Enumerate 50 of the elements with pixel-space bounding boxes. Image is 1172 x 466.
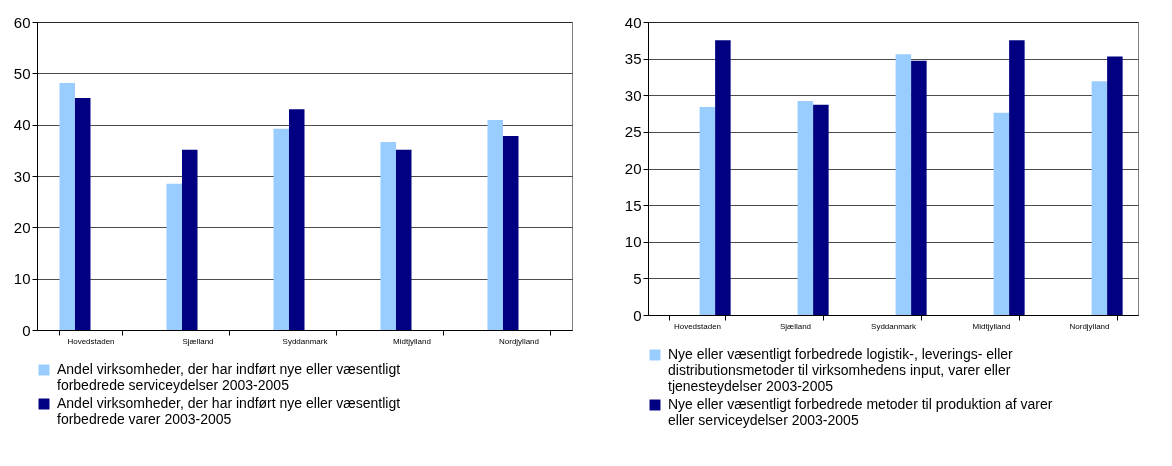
bar bbox=[895, 54, 912, 315]
bar bbox=[502, 135, 519, 330]
bar bbox=[715, 40, 731, 315]
bar bbox=[59, 83, 75, 330]
y-tick-label: 60 bbox=[13, 13, 31, 31]
x-tick-label: Nordjylland bbox=[1069, 321, 1110, 331]
y-tick-label: 0 bbox=[633, 306, 642, 324]
y-tick-label: 0 bbox=[22, 321, 31, 339]
x-tick-label: Midtjylland bbox=[393, 336, 431, 346]
bar bbox=[380, 142, 396, 330]
x-tick-label: Hovedstaden bbox=[673, 321, 722, 331]
bar bbox=[813, 104, 829, 315]
y-tick-label: 20 bbox=[624, 160, 642, 177]
legend-label: Andel virksomheder, der har indført nye eller væsentligt forbedrede serviceydelser 2003-2005 bbox=[57, 361, 401, 393]
y-tick-label: 40 bbox=[624, 13, 642, 31]
bar bbox=[911, 60, 927, 315]
y-tick-label: 30 bbox=[624, 86, 642, 104]
legend-label: Nye eller væsentligt forbedrede metoder til produktion af varer eller serviceydelser 2003-2005 bbox=[668, 396, 1053, 428]
y-tick-label: 30 bbox=[13, 167, 31, 185]
x-tick-label: Syddanmark bbox=[282, 336, 329, 346]
y-tick-label: 10 bbox=[13, 270, 31, 288]
y-tick-label: 10 bbox=[624, 233, 642, 251]
x-tick-label: Hovedstaden bbox=[67, 336, 115, 346]
y-tick-label: 50 bbox=[13, 64, 31, 82]
y-tick-label: 35 bbox=[624, 50, 642, 68]
bar bbox=[181, 149, 198, 330]
x-tick-label: Sjælland bbox=[182, 336, 214, 346]
bar bbox=[993, 112, 1010, 315]
x-tick-label: Sjælland bbox=[779, 321, 812, 331]
bar bbox=[74, 97, 91, 330]
bar bbox=[797, 101, 814, 315]
bar bbox=[166, 183, 182, 330]
x-tick-label: Midtjylland bbox=[972, 321, 1011, 331]
y-tick-label: 25 bbox=[624, 123, 642, 141]
bar bbox=[487, 120, 503, 330]
bar bbox=[395, 149, 412, 330]
y-tick-label: 40 bbox=[13, 116, 31, 134]
bar bbox=[1107, 56, 1123, 315]
bar bbox=[1091, 81, 1108, 315]
x-tick-label: Nordjylland bbox=[498, 336, 540, 346]
x-tick-label: Syddanmark bbox=[871, 321, 917, 331]
y-tick-label: 20 bbox=[13, 218, 31, 236]
bar bbox=[273, 128, 289, 330]
bar bbox=[288, 109, 305, 330]
y-tick-label: 5 bbox=[633, 269, 642, 287]
y-tick-label: 15 bbox=[624, 196, 642, 214]
legend-label: Nye eller væsentligt forbedrede logistik-, leverings- eller distributionsmetoder til virksomhedens input, varer eller tjenesteydelser 2003-2005 bbox=[668, 346, 1014, 394]
bar bbox=[1009, 40, 1025, 315]
legend-label: Andel virksomheder, der har indført nye eller væsentligt forbedrede varer 2003-2005 bbox=[57, 395, 401, 427]
bar bbox=[699, 106, 716, 315]
